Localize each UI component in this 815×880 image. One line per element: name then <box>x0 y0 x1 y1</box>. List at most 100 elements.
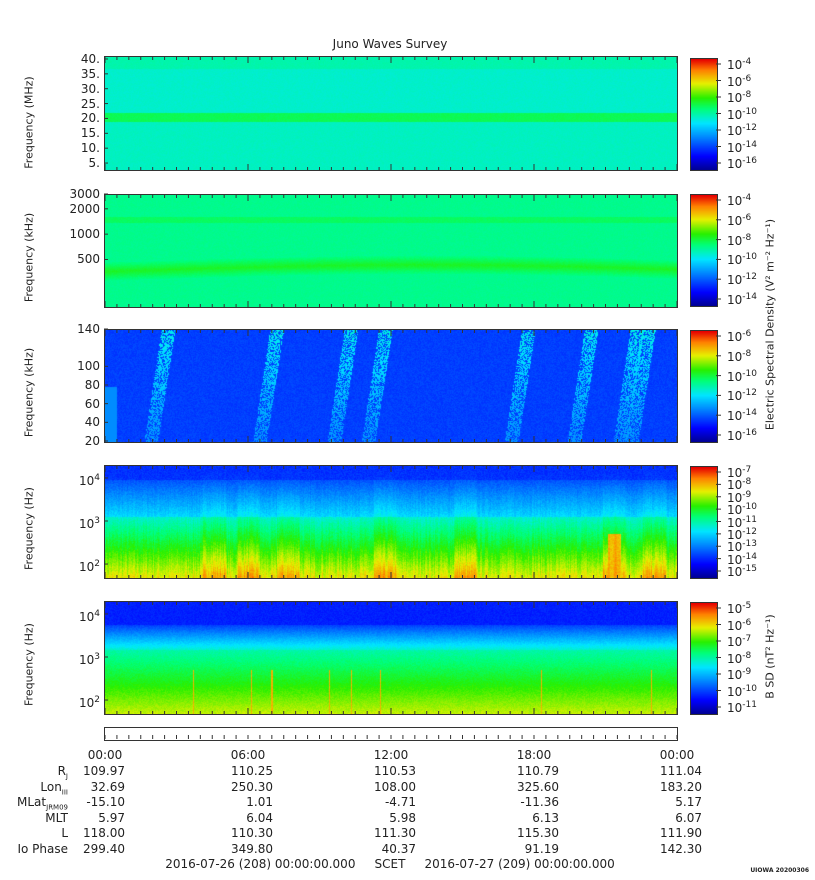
version-stamp: UIOWA 20200306 <box>750 867 809 874</box>
ytick-label: 104 <box>78 472 100 488</box>
ephemeris-value: 1.01 <box>246 795 273 809</box>
ephemeris-value: 5.97 <box>98 810 125 825</box>
colorbar-tick-label: 10-9 <box>727 667 752 682</box>
colorbar-tick-label: 10-14 <box>727 408 757 424</box>
ephemeris-value: 32.69 <box>90 779 125 794</box>
ytick-label: 140 <box>77 322 100 336</box>
spectrogram-image <box>105 195 677 307</box>
ytick-label: 20. <box>80 111 100 126</box>
xtick-label: 12:00 <box>373 748 409 762</box>
ephemeris-value: -15.10 <box>86 795 125 809</box>
colorbar-tick-label: 10-6 <box>727 212 752 228</box>
colorbar-tick-label: 10-12 <box>727 123 757 138</box>
ytick-label: 35. <box>80 66 100 81</box>
ytick-label: 500 <box>77 252 100 267</box>
spectrogram-panel-lfr-low-b <box>104 601 678 715</box>
ytick-label: 80 <box>84 378 100 392</box>
ylabel-panel-5: Frequency (Hz) <box>22 623 36 706</box>
colorbar-tick-label: 10-8 <box>727 477 752 493</box>
ytick-label: 104 <box>78 608 100 624</box>
colorbar-tick-label: 10-11 <box>727 700 757 715</box>
colorbar-tick-label: 10-8 <box>727 348 752 364</box>
ytick-label: 40. <box>80 51 100 66</box>
xtick-label: 00:00 <box>659 748 695 762</box>
ytick-label: 60 <box>84 396 100 411</box>
colorbar-tick-label: 10-4 <box>727 193 752 208</box>
colorbar-tick-label: 10-12 <box>727 526 757 542</box>
colorbar-4 <box>690 466 718 579</box>
colorbar-tick-label: 10-14 <box>727 551 757 567</box>
spectrogram-panel-hfr-high <box>104 56 678 171</box>
ephemeris-value: 110.30 <box>231 826 273 840</box>
colorbar-5 <box>690 602 718 715</box>
spectrogram-panel-hfr-low <box>104 194 678 308</box>
colorbar-tick-label: 10-13 <box>727 539 757 555</box>
ephemeris-value: 183.20 <box>660 779 702 794</box>
ytick-label: 1000 <box>69 227 100 242</box>
colorbar-tick-label: 10-12 <box>727 272 757 288</box>
colorbar-tick-label: 10-8 <box>727 90 752 105</box>
ephemeris-value: 6.13 <box>532 810 559 825</box>
ytick-label: 15. <box>80 126 100 141</box>
colorbar-tick-label: 10-9 <box>727 489 752 505</box>
ephemeris-value: 325.60 <box>517 779 559 794</box>
footer-end-time: 2016-07-27 (209) 00:00:00.000 <box>424 857 615 871</box>
ephemeris-value: 5.98 <box>389 810 416 825</box>
ytick-label: 102 <box>78 559 100 575</box>
colorbar-tick-label: 10-16 <box>727 428 757 443</box>
colorbar-tick-label: 10-8 <box>727 232 752 248</box>
ephemeris-value: 250.30 <box>231 779 273 794</box>
ylabel-panel-3: Frequency (kHz) <box>22 347 36 438</box>
ytick-label: 103 <box>78 652 100 667</box>
spectrogram-image <box>105 330 677 442</box>
ephemeris-row-label: Io Phase <box>17 841 68 856</box>
colorbar-tick-label: 10-16 <box>727 156 757 171</box>
colorbar-tick-label: 10-6 <box>727 617 752 633</box>
ephemeris-value: -11.36 <box>520 795 559 809</box>
ytick-label: 40 <box>84 415 100 430</box>
spectrogram-panel-lfr-low-e <box>104 465 678 579</box>
colorbar-tick-label: 10-10 <box>727 502 757 518</box>
colorbar-tick-label: 10-12 <box>727 388 757 404</box>
e-colorbar-label: Electric Spectral Density (V² m⁻² Hz⁻¹) <box>763 218 777 431</box>
ylabel-panel-4: Frequency (Hz) <box>22 487 36 570</box>
colorbar-1 <box>690 58 718 171</box>
ephemeris-value: 5.17 <box>675 795 702 809</box>
colorbar-tick-label: 10-7 <box>727 465 752 480</box>
spectrogram-panel-lfr-high <box>104 329 678 443</box>
ephemeris-value: 6.07 <box>675 810 702 825</box>
ephemeris-row-label: LonIII <box>40 779 68 796</box>
ephemeris-value: 118.00 <box>83 826 125 840</box>
colorbar-tick-label: 10-10 <box>727 106 757 122</box>
spectrogram-image <box>105 57 677 170</box>
colorbar-tick-label: 10-6 <box>727 329 752 344</box>
ytick-label: 100 <box>77 359 100 374</box>
ephemeris-value: 110.53 <box>374 764 416 778</box>
ephemeris-value: 91.19 <box>524 841 559 856</box>
ephemeris-value: 40.37 <box>381 841 416 856</box>
colorbar-tick-label: 10-15 <box>727 564 757 579</box>
colorbar-tick-label: 10-14 <box>727 292 757 307</box>
xtick-label: 06:00 <box>230 748 266 762</box>
ephemeris-value: 111.30 <box>374 826 416 840</box>
colorbar-tick-label: 10-11 <box>727 514 757 530</box>
ephemeris-value: 109.97 <box>83 764 125 778</box>
ephemeris-row-label: MLT <box>45 810 68 825</box>
ytick-label: 30. <box>80 81 100 96</box>
ytick-label: 10. <box>80 141 100 156</box>
ephemeris-value: 299.40 <box>83 841 125 856</box>
ephemeris-value: 110.25 <box>231 764 273 778</box>
colorbar-tick-label: 10-5 <box>727 601 752 616</box>
spectrogram-image <box>105 466 677 578</box>
colorbar-2 <box>690 194 718 307</box>
ephemeris-value: 110.79 <box>517 764 559 778</box>
ytick-label: 5. <box>88 156 100 171</box>
ephemeris-row-label: RJ <box>57 764 68 781</box>
ytick-label: 2000 <box>69 201 100 216</box>
ephemeris-value: 111.04 <box>660 764 702 778</box>
footer-start-time: 2016-07-26 (208) 00:00:00.000 <box>165 857 356 871</box>
ephemeris-row-label: MLatJRM09 <box>17 795 68 812</box>
ytick-label: 102 <box>78 695 100 711</box>
xtick-label: 18:00 <box>516 748 552 762</box>
footer-scet: SCET <box>374 857 406 871</box>
